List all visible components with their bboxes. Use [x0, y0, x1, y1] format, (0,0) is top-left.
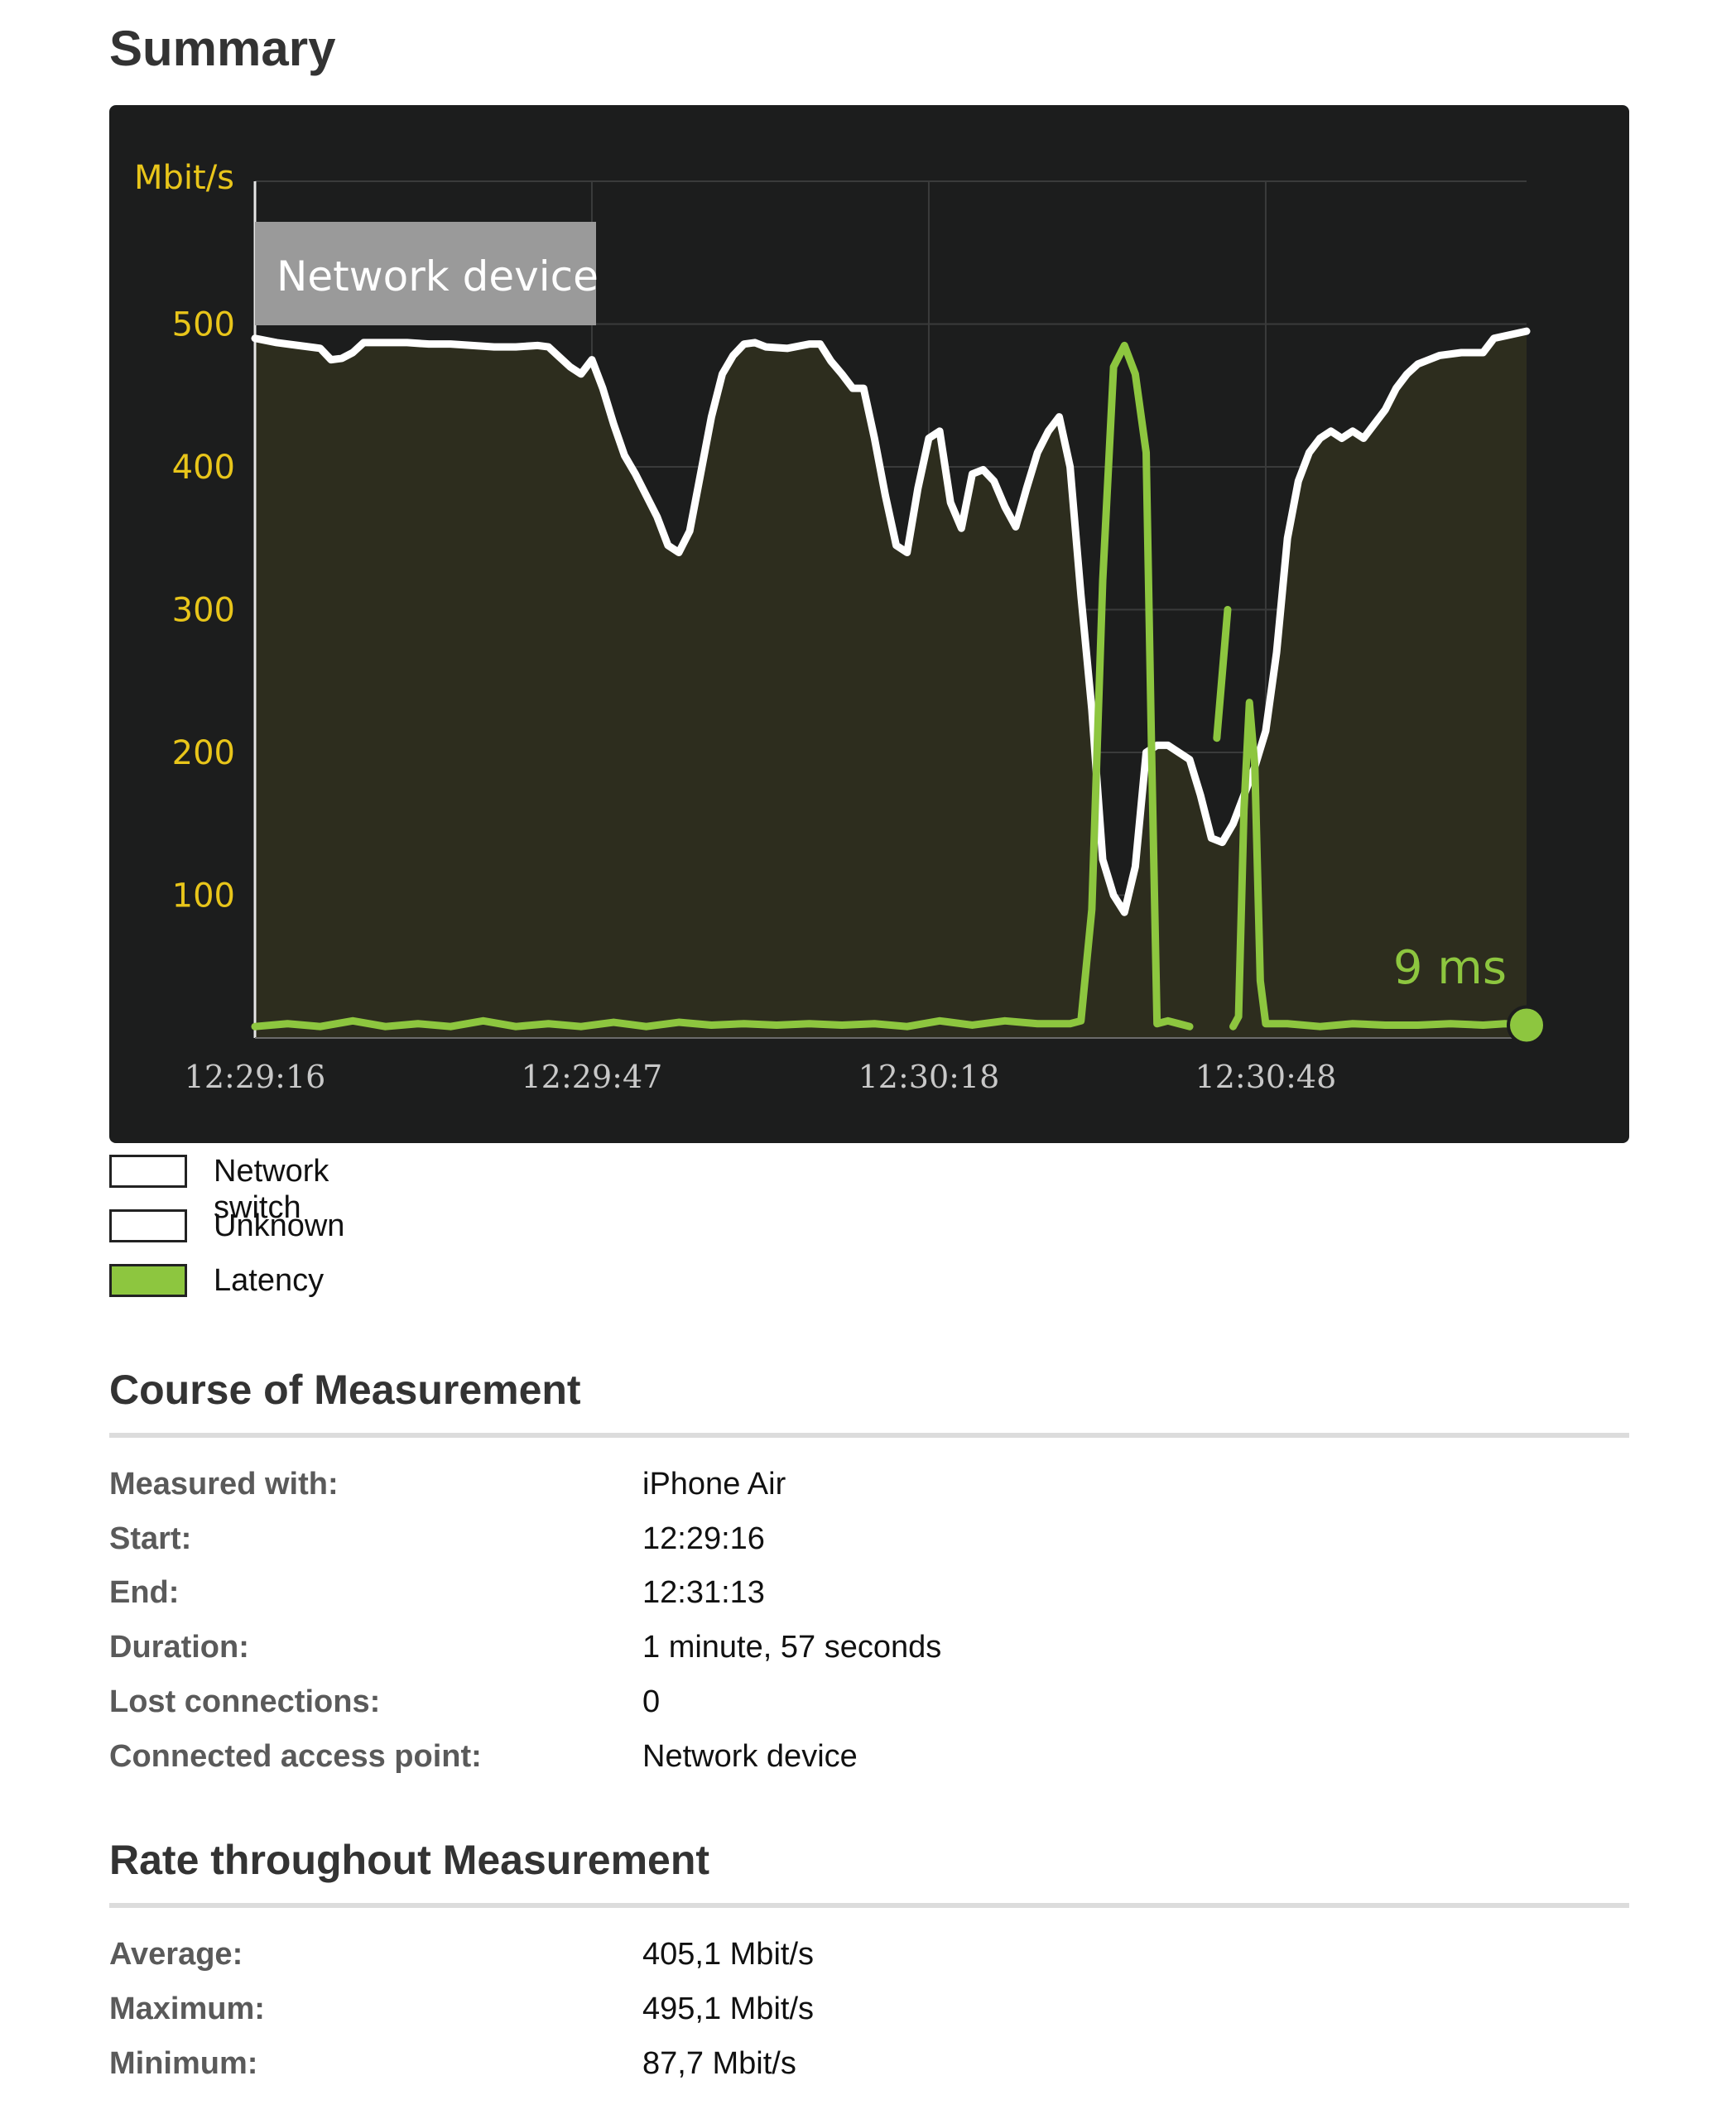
x-tick-label: 12:30:48 — [1195, 1059, 1337, 1095]
course-section-title: Course of Measurement — [109, 1367, 581, 1413]
series-line-latency — [251, 341, 1194, 1031]
legend-swatch-network-switch — [109, 1155, 187, 1188]
annotation-box — [255, 222, 596, 325]
latency-end-marker — [1507, 1005, 1546, 1045]
end-value: 12:31:13 — [642, 1575, 765, 1610]
page-title: Summary — [109, 21, 336, 76]
duration-label: Duration: — [109, 1630, 249, 1665]
series-line-latency — [1213, 606, 1232, 742]
y-tick-label: 400 — [172, 449, 235, 487]
measured-with-label: Measured with: — [109, 1467, 339, 1502]
legend-swatch-unknown — [109, 1209, 187, 1242]
legend-label: Network switch — [214, 1154, 329, 1225]
legend-label: Latency — [214, 1263, 325, 1298]
section-divider — [109, 1433, 1629, 1438]
minimum-label: Minimum: — [109, 2046, 258, 2081]
section-divider — [109, 1903, 1629, 1908]
maximum-value: 495,1 Mbit/s — [642, 1992, 814, 2026]
y-tick-label: 500 — [172, 306, 235, 344]
duration-value: 1 minute, 57 seconds — [642, 1630, 942, 1665]
y-axis-title: Mbit/s — [134, 159, 234, 197]
throughput-chart: Network device 9 ms Mbit/s 100 200 300 400 500 1… — [109, 105, 1629, 1143]
x-tick-label: 12:30:18 — [858, 1059, 1000, 1095]
start-label: Start: — [109, 1521, 192, 1556]
maximum-label: Maximum: — [109, 1992, 265, 2026]
rate-section-title: Rate throughout Measurement — [109, 1837, 710, 1883]
end-label: End: — [109, 1575, 180, 1610]
legend-swatch-latency — [109, 1264, 187, 1297]
series-line-network-switch — [251, 327, 1531, 916]
y-tick-label: 200 — [172, 734, 235, 772]
annotation-label: Network device — [277, 252, 599, 300]
access-point-label: Connected access point: — [109, 1739, 482, 1774]
series-line-latency — [1229, 699, 1531, 1031]
minimum-value: 87,7 Mbit/s — [642, 2046, 796, 2081]
latency-readout: 9 ms — [1393, 941, 1507, 995]
legend-label: Unknown — [214, 1208, 345, 1243]
average-value: 405,1 Mbit/s — [642, 1937, 814, 1972]
x-tick-label: 12:29:16 — [185, 1059, 326, 1095]
rate-area-fill — [255, 331, 1527, 1038]
x-tick-label: 12:29:47 — [522, 1059, 663, 1095]
average-label: Average: — [109, 1937, 243, 1972]
lost-connections-value: 0 — [642, 1684, 661, 1719]
chart-canvas: Network device 9 ms Mbit/s 100 200 300 400 500 1… — [134, 159, 1546, 1095]
access-point-value: Network device — [642, 1739, 858, 1774]
lost-connections-label: Lost connections: — [109, 1684, 381, 1719]
y-tick-label: 300 — [172, 592, 235, 630]
y-tick-label: 100 — [172, 877, 235, 915]
measured-with-value: iPhone Air — [642, 1467, 786, 1502]
start-value: 12:29:16 — [642, 1521, 765, 1556]
